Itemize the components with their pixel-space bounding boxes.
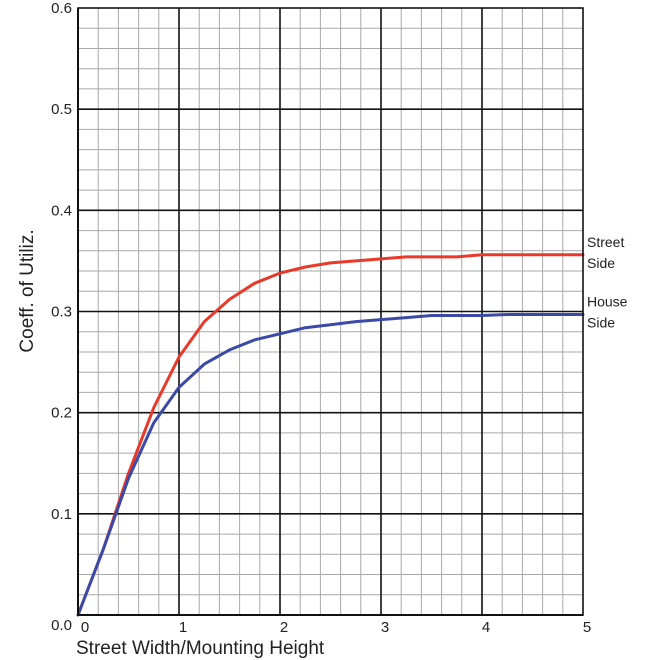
x-tick-labels: 0 1 2 3 4 5 xyxy=(81,619,591,636)
y-tick-label: 0.5 xyxy=(51,101,72,118)
series-label-house-side: House Side xyxy=(587,294,628,331)
series-label-line: Side xyxy=(587,315,615,331)
y-tick-label: 0.3 xyxy=(51,304,72,321)
series-label-line: Street xyxy=(587,234,624,250)
series-line-house-side xyxy=(76,313,585,617)
x-tick-label: 1 xyxy=(179,619,187,636)
y-axis-title: Coeff. of Utiliz. xyxy=(17,229,38,352)
series-label-street-side: Street Side xyxy=(587,234,624,271)
y-tick-label: 0.4 xyxy=(51,202,72,219)
x-tick-label: 3 xyxy=(381,619,389,636)
y-tick-label: 0.2 xyxy=(51,405,72,422)
series-line-street-side xyxy=(76,253,585,617)
y-tick-label: 0.1 xyxy=(51,506,72,523)
x-axis-title: Street Width/Mounting Height xyxy=(76,638,325,659)
y-tick-labels: 0.0 0.1 0.2 0.3 0.4 0.5 0.6 xyxy=(51,0,72,634)
series-labels: Street Side House Side xyxy=(587,234,628,331)
x-tick-label: 2 xyxy=(280,619,288,636)
series-label-line: Side xyxy=(587,255,615,271)
x-tick-label: 4 xyxy=(482,619,490,636)
y-tick-label: 0.6 xyxy=(51,0,72,17)
series-lines xyxy=(76,253,585,617)
x-tick-label: 5 xyxy=(583,619,591,636)
plot-frame xyxy=(77,7,584,616)
x-tick-label: 0 xyxy=(81,619,89,636)
y-tick-label: 0.0 xyxy=(51,617,72,634)
major-gridlines xyxy=(78,8,583,615)
series-label-line: House xyxy=(587,294,628,310)
